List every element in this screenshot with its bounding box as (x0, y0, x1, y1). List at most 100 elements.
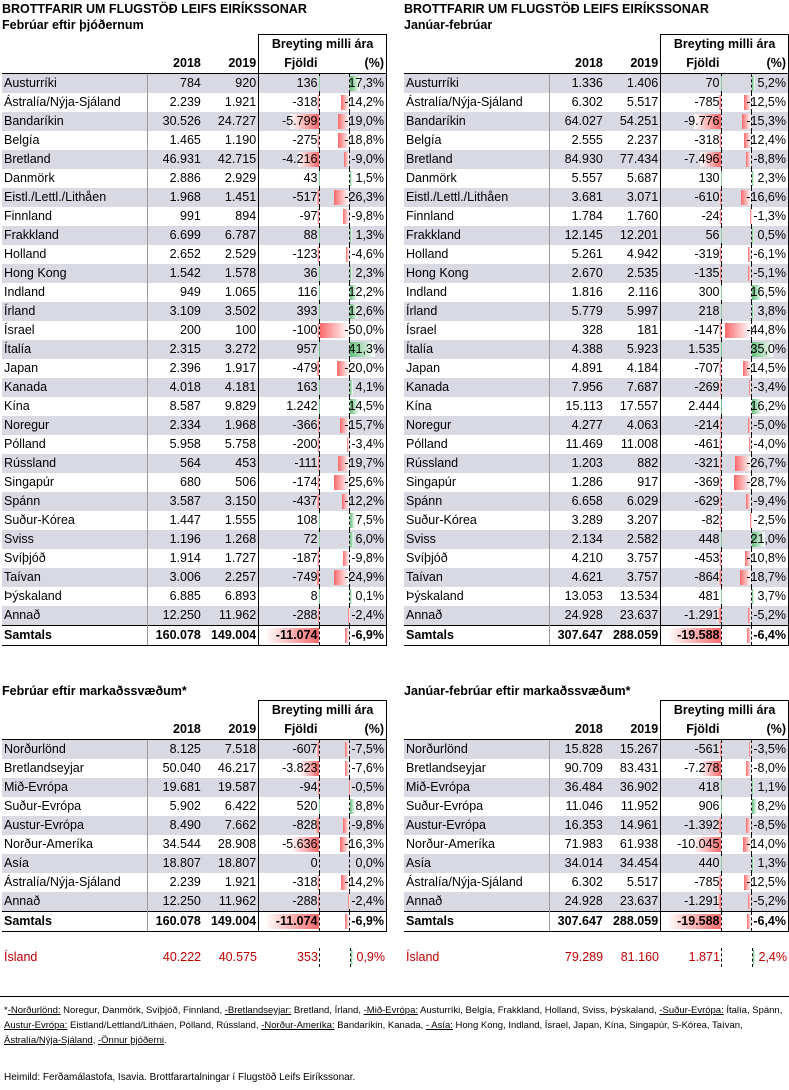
pct-bar (350, 380, 353, 395)
change-count-value: 218 (698, 304, 720, 318)
table-row: Kína 15.113 17.557 2.444 16,2% (404, 397, 789, 416)
footnote-desc: Ítalía, Spánn, (723, 1005, 783, 1016)
count-bar (693, 114, 721, 129)
header-blank (2, 701, 147, 721)
pct-bar (350, 228, 353, 243)
row-label: Þýskaland (2, 587, 148, 606)
row-label: Svíþjóð (2, 549, 148, 568)
table-row: Noregur 4.277 4.063 -214 -5,0% (404, 416, 789, 435)
value-2019: 24.727 (202, 112, 259, 131)
bar-axis (751, 169, 753, 188)
row-label: Bandaríkin (2, 112, 148, 131)
iceland-row: Ísland 40.222 40.575 353 0,9% (2, 948, 387, 967)
count-bar (314, 570, 319, 585)
table-row: Singapúr 680 506 -174 -25,6% (2, 473, 387, 492)
change-pct: -9,8% (319, 549, 387, 568)
change-count-value: -785 (694, 95, 720, 109)
change-count: -275 (258, 131, 320, 150)
change-count: -3.823 (258, 759, 320, 778)
change-pct: -6,9% (319, 625, 387, 646)
change-pct: 2,4% (722, 948, 789, 967)
bar-axis (349, 416, 351, 435)
pct-bar (350, 285, 358, 300)
row-label: Spánn (404, 492, 550, 511)
bar-axis (349, 873, 351, 892)
row-label: Svíþjóð (404, 549, 550, 568)
bar-axis (349, 454, 351, 473)
pct-bar (339, 418, 350, 433)
row-label: Sviss (2, 530, 148, 549)
value-2018: 3.109 (147, 302, 203, 321)
value-2019: 4.063 (604, 416, 661, 435)
value-2018: 13.053 (549, 587, 605, 606)
change-pct-value: 17,3% (348, 76, 384, 90)
value-2019: 3.207 (604, 511, 661, 530)
change-pct-value: -16,6% (746, 190, 786, 204)
pct-bar (752, 76, 756, 91)
table-row: Holland 2.652 2.529 -123 -4,6% (2, 245, 387, 264)
table-row: Spánn 6.658 6.029 -629 -9,4% (404, 492, 789, 511)
value-2018: 8.587 (147, 397, 203, 416)
change-count: -288 (258, 892, 320, 912)
change-pct-value: -16,3% (344, 837, 384, 851)
change-count-value: -7.496 (684, 152, 720, 166)
header-change: Breyting milli ára (660, 34, 789, 54)
count-bar (316, 95, 319, 110)
table-row: Frakkland 6.699 6.787 88 1,3% (2, 226, 387, 245)
change-pct: -25,6% (319, 473, 387, 492)
change-count: 70 (660, 73, 722, 93)
change-count-value: -1.392 (684, 818, 720, 832)
change-count-value: -749 (292, 570, 318, 584)
table-row: Singapúr 1.286 917 -369 -28,7% (404, 473, 789, 492)
count-bar (318, 342, 320, 357)
panel-janfeb-by-nationality: BROTTFARIR UM FLUGSTÖÐ LEIFS EIRÍKSSONAR… (404, 2, 789, 646)
count-bar (318, 532, 320, 547)
value-2018: 7.956 (549, 378, 605, 397)
change-pct: -24,9% (319, 568, 387, 587)
footnote-desc: . (164, 1035, 167, 1046)
table-row: Annað 24.928 23.637 -1.291 -5,2% (404, 606, 789, 626)
change-count: -187 (258, 549, 320, 568)
change-pct-value: 2,4% (758, 950, 788, 964)
change-pct-value: -14,5% (746, 361, 786, 375)
count-bar (318, 799, 320, 814)
value-2018: 12.250 (147, 606, 203, 626)
count-bar (316, 780, 319, 795)
table-row: Kína 8.587 9.829 1.242 14,5% (2, 397, 387, 416)
pct-bar (743, 133, 752, 148)
value-2018: 1.968 (147, 188, 203, 207)
value-2018: 6.302 (549, 873, 605, 892)
header-blank (2, 720, 148, 740)
change-pct-value: 1,5% (355, 171, 385, 185)
change-pct: -6,4% (721, 911, 789, 932)
change-pct: -6,1% (721, 245, 789, 264)
change-pct-value: 35,0% (750, 342, 786, 356)
change-pct: -9,4% (721, 492, 789, 511)
value-2019: 1.968 (202, 416, 259, 435)
count-bar (718, 266, 721, 281)
change-pct: -12,5% (721, 873, 789, 892)
change-pct: -3,4% (319, 435, 387, 454)
row-label: Bretlandseyjar (2, 759, 148, 778)
footnote-desc: Bandaríkin, Kanada, (334, 1020, 426, 1031)
change-pct-value: 16,2% (750, 399, 786, 413)
value-2018: 36.484 (549, 778, 605, 797)
change-pct-value: -5,2% (753, 608, 786, 622)
change-count-value: -785 (694, 875, 720, 889)
change-count: 43 (258, 169, 320, 188)
bar-axis (720, 606, 722, 625)
change-count-value: -7.278 (684, 761, 720, 775)
bar-axis (318, 912, 320, 931)
change-pct-value: -9,0% (351, 152, 384, 166)
count-bar (718, 494, 721, 509)
panel-subtitle: Febrúar eftir þjóðernum (2, 18, 144, 32)
count-bar (718, 133, 721, 148)
change-pct: -2,5% (721, 511, 789, 530)
bar-axis (751, 873, 753, 892)
change-count-value: -461 (694, 437, 720, 451)
count-bar (716, 818, 721, 833)
value-2019: 4.184 (604, 359, 661, 378)
change-pct-value: -2,4% (351, 894, 384, 908)
value-2018: 4.018 (147, 378, 203, 397)
change-count-value: -864 (694, 570, 720, 584)
